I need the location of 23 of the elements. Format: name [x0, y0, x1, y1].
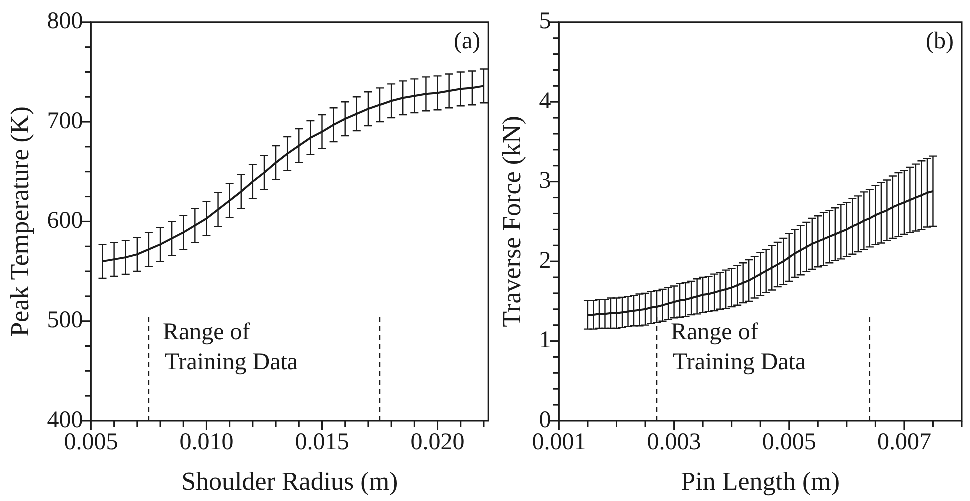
y-axis-title: Peak Temperature (K)	[5, 106, 34, 337]
annotation: (b)	[926, 28, 954, 55]
y-tick-label: 2	[539, 248, 552, 274]
x-tick-label: 0.003	[647, 430, 702, 456]
y-tick-label: 700	[47, 108, 84, 134]
y-tick-label: 4	[539, 88, 552, 114]
y-tick-label: 800	[47, 8, 84, 35]
ref-line-label: Range of Training Data	[671, 320, 806, 376]
x-tick-label: 0.007	[877, 430, 932, 456]
y-tick-label: 5	[539, 8, 552, 35]
annotation: (a)	[454, 28, 481, 55]
x-tick-label: 0.010	[180, 430, 234, 456]
y-tick-label: 1	[539, 328, 552, 354]
y-axis-title: Traverse Force (kN)	[497, 116, 526, 328]
x-tick-label: 0.020	[410, 430, 465, 456]
y-tick-label: 3	[539, 168, 552, 194]
ref-line-label: Range of Training Data	[162, 320, 298, 376]
x-tick-label: 0.015	[295, 430, 350, 456]
y-tick-label: 600	[47, 208, 84, 234]
x-axis-title: Pin Length (m)	[681, 467, 840, 496]
x-tick-label: 0.005	[762, 430, 816, 456]
x-axis-title: Shoulder Radius (m)	[182, 467, 398, 496]
y-tick-label: 500	[47, 308, 84, 334]
